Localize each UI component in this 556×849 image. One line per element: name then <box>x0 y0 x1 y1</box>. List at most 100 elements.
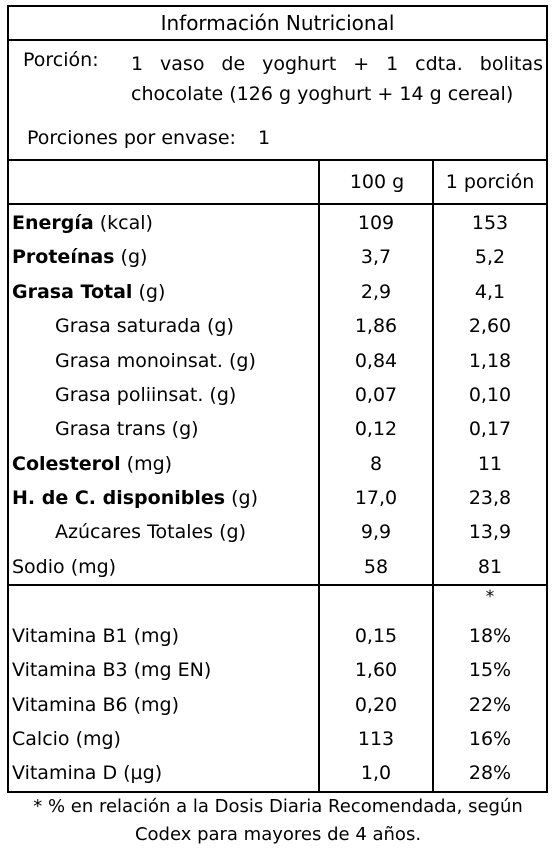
column-divider <box>432 586 434 793</box>
value-per-portion: 81 <box>477 556 503 578</box>
servings-per-package-value: 1 <box>257 127 271 149</box>
table-row: Sodio (mg) 58 81 <box>9 550 546 584</box>
value-per-portion: 16% <box>468 728 512 750</box>
nutrient-name: Calcio (mg) <box>12 728 121 750</box>
nutrient-unit: (g) <box>138 281 166 303</box>
value-per-portion: 13,9 <box>468 521 512 543</box>
table-row: Colesterol (mg) 8 11 <box>9 447 546 481</box>
value-per-100g: 113 <box>357 728 395 750</box>
nutrient-label: Grasa poliinsat. <box>55 384 204 406</box>
nutrient-name: Sodio (mg) <box>12 550 116 584</box>
nutrient-label: Azúcares Totales <box>55 521 214 543</box>
servings-per-package-label: Porciones por envase: <box>27 127 236 149</box>
table-row: Vitamina B6 (mg) 0,20 22% <box>9 688 546 722</box>
servings-per-package: Porciones por envase: 1 <box>27 127 270 149</box>
value-per-100g: 9,9 <box>360 521 392 543</box>
value-per-100g: 1,60 <box>354 659 398 681</box>
column-header-row: 100 g 1 porción <box>9 161 546 205</box>
value-per-portion: 4,1 <box>474 281 506 303</box>
value-per-portion: 23,8 <box>468 487 512 509</box>
nutrient-label: Energía <box>12 212 94 234</box>
nutrient-label: Grasa monoinsat. <box>55 350 223 372</box>
table-row: Vitamina B1 (mg) 0,15 18% <box>9 619 546 653</box>
value-per-100g: 1,0 <box>360 762 392 784</box>
value-per-100g: 0,07 <box>354 384 398 406</box>
value-per-portion: 0,10 <box>468 384 512 406</box>
value-per-100g: 1,86 <box>354 315 398 337</box>
nutrient-unit: (g) <box>120 246 148 268</box>
nutrient-name: Grasa Total (g) <box>12 275 165 309</box>
nutrient-label: Grasa Total <box>12 281 133 303</box>
value-per-portion: 22% <box>468 694 512 716</box>
footnote-line: * % en relación a la Dosis Diaria Recome… <box>33 796 523 817</box>
value-per-portion: 0,17 <box>468 418 512 440</box>
serving-info: Porción: 1 vaso de yoghurt + 1 cdta. bol… <box>9 41 546 161</box>
column-header-100g: 100 g <box>349 171 405 193</box>
value-per-portion: 15% <box>468 659 512 681</box>
label-title: Información Nutricional <box>9 7 546 41</box>
nutrient-unit: (g) <box>219 521 247 543</box>
nutrient-unit: (mg) <box>70 556 117 578</box>
footnote-line: Codex para mayores de 4 años. <box>134 824 422 845</box>
value-per-100g: 0,84 <box>354 350 398 372</box>
nutrient-label: Grasa trans <box>55 418 166 440</box>
nutrient-name: Grasa monoinsat. (g) <box>55 344 256 378</box>
value-per-100g: 0,12 <box>354 418 398 440</box>
value-per-portion: 5,2 <box>474 246 506 268</box>
nutrient-name: Grasa poliinsat. (g) <box>55 378 236 412</box>
nutrient-label: Proteínas <box>12 246 115 268</box>
value-per-portion: 18% <box>468 625 512 647</box>
table-row: Grasa Total (g) 2,9 4,1 <box>9 275 546 309</box>
table-row: Vitamina D (µg) 1,0 28% <box>9 756 546 790</box>
value-per-100g: 58 <box>363 556 389 578</box>
nutrient-unit: (g) <box>231 487 258 509</box>
table-row: Grasa trans (g) 0,12 0,17 <box>9 412 546 446</box>
nutrition-label: Información Nutricional Porción: 1 vaso … <box>7 5 548 793</box>
nutrient-label: Sodio <box>12 556 65 578</box>
table-row: Vitamina B3 (mg EN) 1,60 15% <box>9 653 546 687</box>
nutrient-unit: (mg) <box>126 453 173 475</box>
nutrient-name: Colesterol (mg) <box>12 447 172 481</box>
nutrient-name: Proteínas (g) <box>12 240 147 274</box>
nutrient-unit: (g) <box>171 418 199 440</box>
value-per-100g: 3,7 <box>360 246 392 268</box>
value-per-100g: 17,0 <box>354 487 398 509</box>
nutrient-name: Grasa trans (g) <box>55 412 199 446</box>
table-row: Grasa saturada (g) 1,86 2,60 <box>9 309 546 343</box>
nutrient-name: Vitamina B1 (mg) <box>12 625 180 647</box>
nutrient-name: Vitamina B6 (mg) <box>12 694 180 716</box>
value-per-portion: 2,60 <box>468 315 512 337</box>
nutrient-name: Vitamina B3 (mg EN) <box>12 659 212 681</box>
column-divider <box>432 161 434 584</box>
vitamins-percent-marker: * <box>485 587 495 607</box>
serving-label: Porción: <box>23 49 99 71</box>
value-per-100g: 109 <box>357 212 395 234</box>
column-header-portion: 1 porción <box>445 171 535 193</box>
nutrient-label: H. de C. disponibles <box>12 487 226 509</box>
nutrient-unit: (kcal) <box>99 212 153 234</box>
value-per-100g: 8 <box>369 453 383 475</box>
column-divider <box>318 161 320 584</box>
table-row: Azúcares Totales (g) 9,9 13,9 <box>9 515 546 549</box>
value-per-portion: 1,18 <box>468 350 512 372</box>
footnote: * % en relación a la Dosis Diaria Recome… <box>0 793 556 849</box>
nutrient-name: H. de C. disponibles (g) <box>12 481 258 515</box>
table-row: Grasa monoinsat. (g) 0,84 1,18 <box>9 344 546 378</box>
value-per-100g: 2,9 <box>360 281 392 303</box>
column-divider <box>318 586 320 793</box>
nutrient-unit: (g) <box>207 315 234 337</box>
nutrient-unit: (g) <box>209 384 237 406</box>
section-divider <box>9 584 546 586</box>
nutrient-label: Grasa saturada <box>55 315 201 337</box>
table-row: H. de C. disponibles (g) 17,0 23,8 <box>9 481 546 515</box>
nutrient-name: Grasa saturada (g) <box>55 309 234 343</box>
table-row: Proteínas (g) 3,7 5,2 <box>9 240 546 274</box>
value-per-portion: 11 <box>477 453 503 475</box>
value-per-portion: 28% <box>468 762 512 784</box>
value-per-portion: 153 <box>471 212 509 234</box>
table-row: Energía (kcal) 109 153 <box>9 206 546 240</box>
nutrient-label: Colesterol <box>12 453 121 475</box>
table-row: Calcio (mg) 113 16% <box>9 722 546 756</box>
nutrient-name: Energía (kcal) <box>12 206 153 240</box>
nutrient-name: Vitamina D (µg) <box>12 762 163 784</box>
